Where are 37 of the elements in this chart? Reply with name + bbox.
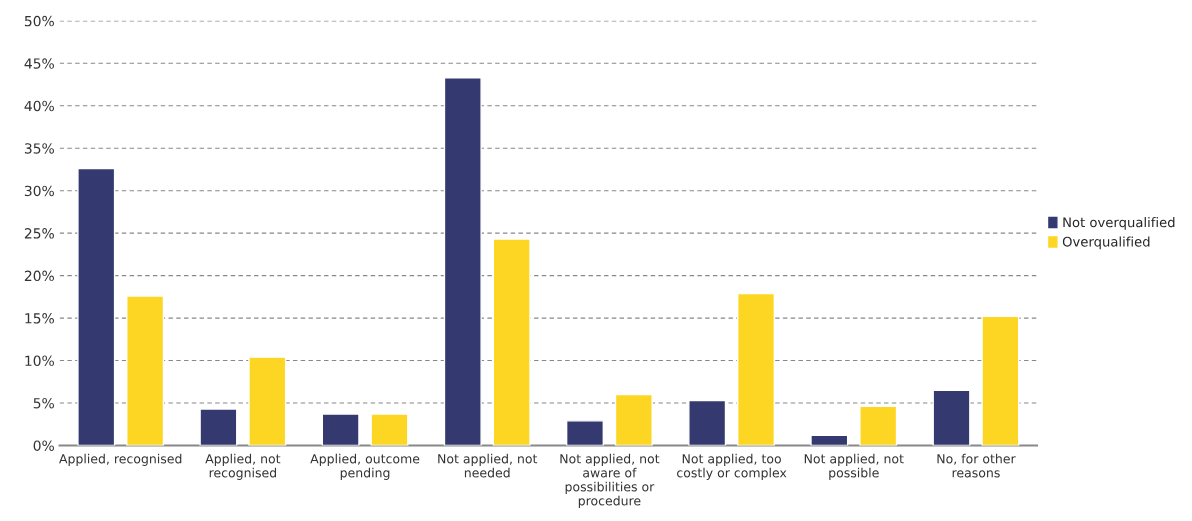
y-tick-label: 45% bbox=[24, 58, 54, 69]
y-tick-label: 15% bbox=[25, 313, 54, 324]
x-tick-label: Not applied, not needed bbox=[438, 453, 538, 478]
y-tick-label: 20% bbox=[24, 270, 54, 282]
x-tick-label: Not applied, not aware of possibilities or procedure bbox=[560, 453, 660, 508]
bar bbox=[126, 295, 165, 446]
y-tick-label: 25% bbox=[24, 228, 54, 239]
bar bbox=[77, 167, 116, 446]
legend-label: Not overqualified bbox=[1063, 217, 1175, 230]
bar bbox=[981, 315, 1020, 446]
y-tick-label: 40% bbox=[24, 100, 54, 112]
x-tick-label: Applied, recognised bbox=[59, 453, 182, 466]
bar bbox=[199, 408, 238, 446]
bar bbox=[810, 434, 849, 446]
y-tick-label: 5% bbox=[33, 397, 54, 409]
y-tick-label: 50% bbox=[24, 15, 54, 27]
bar bbox=[565, 420, 604, 446]
bar bbox=[614, 393, 653, 446]
bar bbox=[248, 356, 287, 446]
x-tick-label: No, for other reasons bbox=[937, 453, 1016, 478]
y-tick-label: 35% bbox=[24, 143, 54, 154]
bar bbox=[737, 292, 776, 446]
x-tick-label: Not applied, too costly or complex bbox=[677, 453, 787, 480]
legend-label: Overqualified bbox=[1062, 236, 1150, 250]
y-tick-label: 30% bbox=[24, 185, 54, 197]
y-tick-label: 10% bbox=[25, 355, 54, 367]
bar bbox=[443, 77, 482, 446]
x-tick-label: Applied, not recognised bbox=[205, 453, 281, 480]
bar bbox=[492, 238, 531, 446]
bar bbox=[859, 405, 898, 446]
y-tick-label: 0% bbox=[33, 440, 54, 451]
x-tick-label: Applied, outcome pending bbox=[310, 453, 420, 480]
x-tick-label: Not applied, not possible bbox=[804, 453, 904, 480]
bar bbox=[370, 413, 409, 446]
bar bbox=[321, 413, 360, 446]
bar bbox=[688, 399, 727, 446]
bar bbox=[932, 389, 971, 446]
